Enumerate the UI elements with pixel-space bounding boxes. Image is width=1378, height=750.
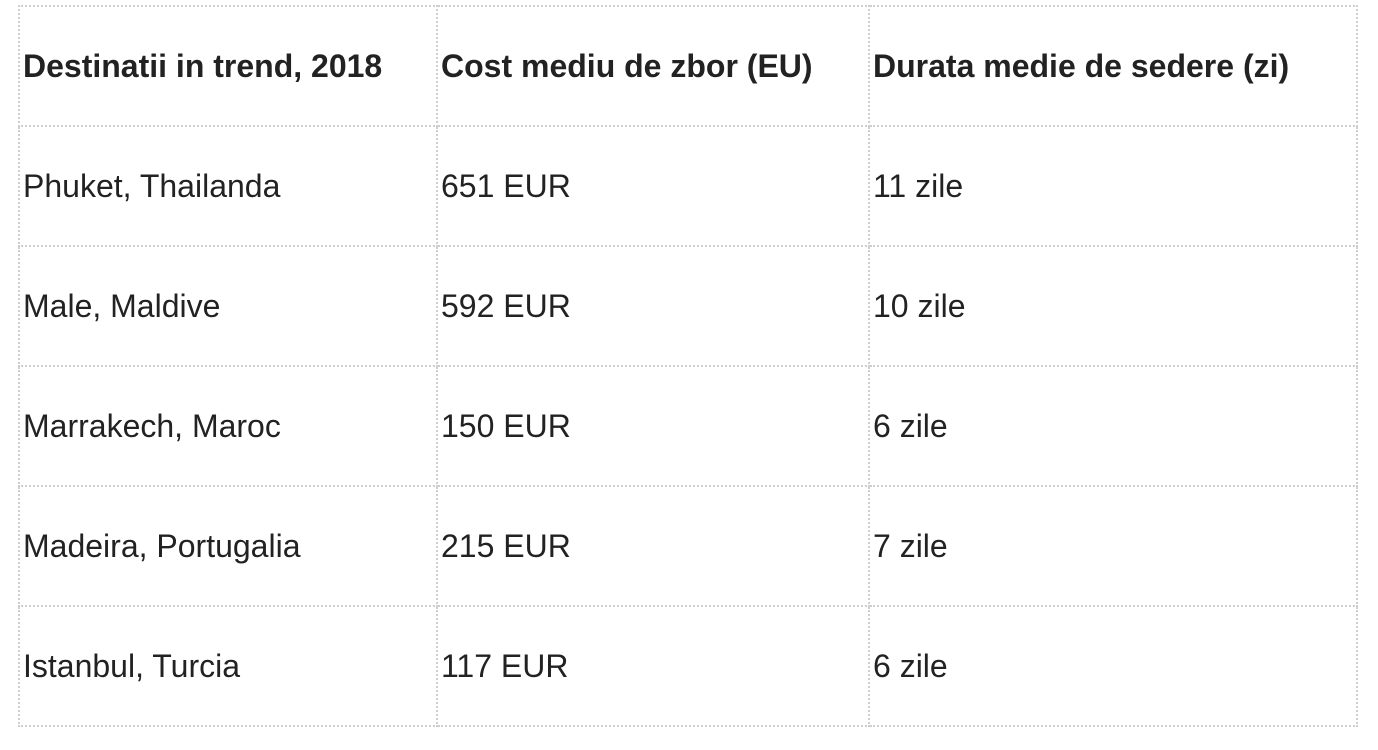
table-body: Phuket, Thailanda 651 EUR 11 zile Male, Mal… bbox=[18, 125, 1358, 727]
table-cell: Phuket, Thailanda bbox=[18, 125, 438, 247]
table-cell: Male, Maldive bbox=[18, 245, 438, 367]
header-cell: Destinatii in trend, 2018 bbox=[18, 5, 438, 127]
header-row: Destinatii in trend, 2018 Cost mediu de … bbox=[18, 5, 1358, 127]
table-cell: 117 EUR bbox=[436, 605, 870, 727]
table-row: Istanbul, Turcia 117 EUR 6 zile bbox=[18, 605, 1358, 727]
table-cell: Marrakech, Maroc bbox=[18, 365, 438, 487]
table-cell: 11 zile bbox=[868, 125, 1358, 247]
table-row: Marrakech, Maroc 150 EUR 6 zile bbox=[18, 365, 1358, 487]
table-cell: 150 EUR bbox=[436, 365, 870, 487]
table-cell: 215 EUR bbox=[436, 485, 870, 607]
table-cell: 6 zile bbox=[868, 365, 1358, 487]
table-cell: 10 zile bbox=[868, 245, 1358, 367]
table-cell: 651 EUR bbox=[436, 125, 870, 247]
table-cell: 7 zile bbox=[868, 485, 1358, 607]
table-head: Destinatii in trend, 2018 Cost mediu de … bbox=[18, 5, 1358, 127]
header-cell: Durata medie de sedere (zi) bbox=[868, 5, 1358, 127]
header-cell: Cost mediu de zbor (EU) bbox=[436, 5, 870, 127]
data-table: Destinatii in trend, 2018 Cost mediu de … bbox=[18, 5, 1358, 727]
table-row: Male, Maldive 592 EUR 10 zile bbox=[18, 245, 1358, 367]
table-cell: Madeira, Portugalia bbox=[18, 485, 438, 607]
table-row: Madeira, Portugalia 215 EUR 7 zile bbox=[18, 485, 1358, 607]
table-cell: Istanbul, Turcia bbox=[18, 605, 438, 727]
table-cell: 592 EUR bbox=[436, 245, 870, 367]
table-cell: 6 zile bbox=[868, 605, 1358, 727]
table-row: Phuket, Thailanda 651 EUR 11 zile bbox=[18, 125, 1358, 247]
